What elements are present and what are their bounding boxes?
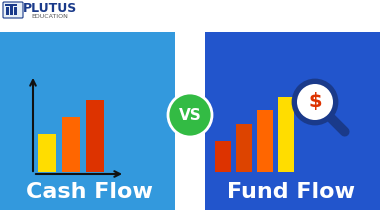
FancyBboxPatch shape <box>257 110 273 172</box>
FancyBboxPatch shape <box>10 5 13 15</box>
FancyBboxPatch shape <box>202 32 380 210</box>
Text: $: $ <box>308 92 322 112</box>
Circle shape <box>293 80 337 124</box>
FancyBboxPatch shape <box>0 0 380 32</box>
Circle shape <box>297 84 333 120</box>
FancyBboxPatch shape <box>236 124 252 172</box>
Circle shape <box>168 93 212 137</box>
FancyBboxPatch shape <box>38 134 56 172</box>
FancyBboxPatch shape <box>215 141 231 172</box>
Text: Cash Flow: Cash Flow <box>25 182 152 202</box>
FancyBboxPatch shape <box>14 7 17 15</box>
FancyBboxPatch shape <box>5 4 17 6</box>
FancyBboxPatch shape <box>3 2 23 18</box>
Text: VS: VS <box>179 108 201 122</box>
FancyBboxPatch shape <box>278 97 294 172</box>
FancyBboxPatch shape <box>175 32 205 210</box>
FancyBboxPatch shape <box>6 7 9 15</box>
FancyBboxPatch shape <box>86 100 104 172</box>
FancyBboxPatch shape <box>0 32 178 210</box>
Text: PLUTUS: PLUTUS <box>23 3 77 16</box>
Text: EDUCATION: EDUCATION <box>32 13 68 18</box>
Text: Fund Flow: Fund Flow <box>227 182 355 202</box>
FancyBboxPatch shape <box>62 117 80 172</box>
